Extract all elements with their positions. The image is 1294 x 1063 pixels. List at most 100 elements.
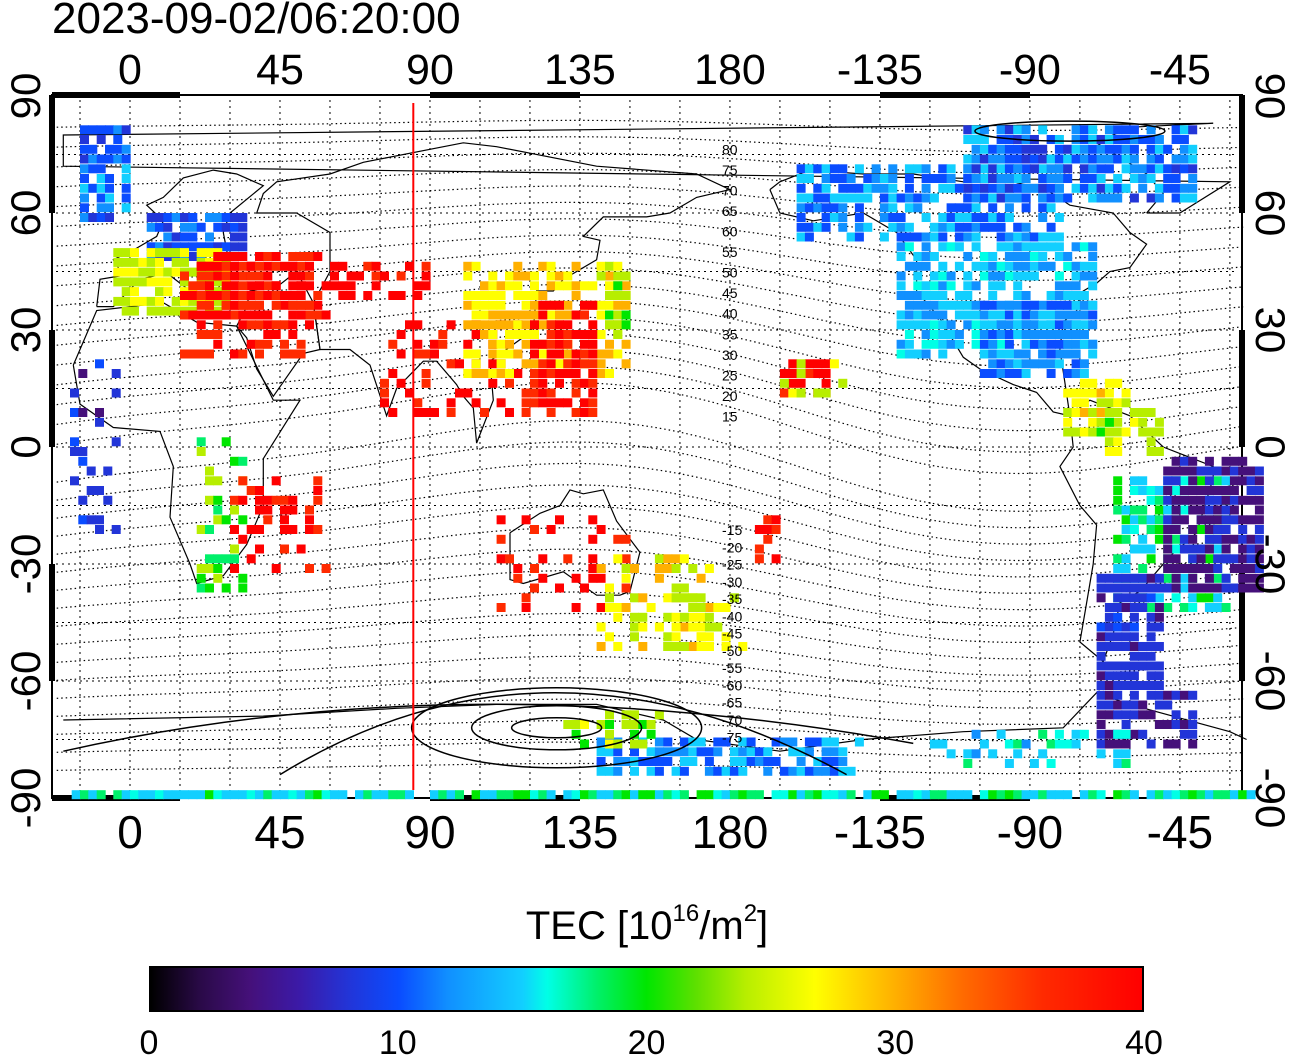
tec-cell bbox=[538, 378, 548, 388]
tec-cell bbox=[1196, 495, 1206, 505]
tec-cell bbox=[296, 790, 306, 800]
tec-cell bbox=[904, 222, 914, 232]
tec-cell bbox=[679, 766, 689, 776]
tec-cell bbox=[313, 300, 323, 310]
tec-cell bbox=[1213, 515, 1223, 525]
tec-cell bbox=[230, 505, 239, 515]
tec-cell bbox=[1004, 739, 1014, 749]
tec-cell bbox=[1029, 135, 1039, 144]
tec-cell bbox=[1038, 790, 1048, 800]
tec-cell bbox=[630, 729, 639, 739]
tec-cell bbox=[679, 554, 689, 564]
tec-cell bbox=[721, 603, 731, 612]
tec-cell bbox=[1096, 710, 1106, 720]
tec-cell bbox=[1163, 495, 1173, 505]
top-tick-label: 135 bbox=[544, 46, 616, 94]
tec-cell bbox=[471, 790, 481, 800]
tec-cell bbox=[1054, 252, 1064, 261]
tec-cell bbox=[80, 790, 89, 800]
tec-cell bbox=[180, 213, 189, 222]
tec-cell bbox=[71, 790, 81, 800]
tec-cell bbox=[488, 310, 498, 320]
tec-cell bbox=[688, 747, 698, 757]
tec-cell bbox=[1096, 427, 1106, 437]
tec-cell bbox=[1096, 622, 1106, 632]
tec-cell bbox=[95, 359, 104, 369]
tec-cell bbox=[1254, 466, 1264, 476]
tec-cell bbox=[1088, 271, 1098, 281]
tec-cell bbox=[1079, 300, 1089, 310]
tec-cell bbox=[1221, 573, 1231, 583]
tec-cell bbox=[613, 790, 623, 800]
tec-cell bbox=[80, 125, 89, 135]
tec-cell bbox=[979, 183, 989, 193]
tec-cell bbox=[271, 790, 281, 800]
right-tick-label: -30 bbox=[1247, 534, 1294, 595]
tec-cell bbox=[1021, 164, 1031, 174]
tec-cell bbox=[1146, 661, 1156, 671]
tec-cell bbox=[996, 164, 1006, 174]
tec-cell bbox=[671, 642, 681, 651]
tec-cell bbox=[1188, 144, 1198, 154]
tec-cell bbox=[1096, 573, 1106, 583]
tec-cell bbox=[246, 281, 256, 291]
tec-cell bbox=[896, 339, 906, 349]
tec-cell bbox=[1154, 690, 1164, 700]
tec-cell bbox=[238, 232, 248, 242]
tec-cell bbox=[963, 271, 973, 281]
tec-cell bbox=[521, 291, 531, 300]
tec-cell bbox=[105, 213, 114, 222]
bottom-tick-label: 90 bbox=[404, 806, 455, 858]
tec-cell bbox=[1054, 291, 1064, 300]
tec-cell bbox=[171, 267, 181, 277]
tec-cell bbox=[1254, 564, 1264, 573]
tec-cell bbox=[196, 320, 206, 330]
tec-cell bbox=[596, 642, 606, 651]
tec-cell bbox=[621, 564, 631, 573]
tec-cell bbox=[171, 232, 181, 242]
contour-label: 60 bbox=[722, 224, 738, 240]
tec-cell bbox=[1063, 417, 1073, 427]
tec-cell bbox=[96, 174, 106, 183]
tec-cell bbox=[1013, 164, 1023, 174]
tec-cell bbox=[1113, 681, 1123, 690]
tec-cell bbox=[238, 349, 248, 359]
tec-cell bbox=[121, 154, 131, 164]
tec-cell bbox=[954, 291, 964, 300]
tec-cell bbox=[796, 388, 806, 398]
tec-cell bbox=[904, 349, 914, 359]
tec-cell bbox=[1121, 564, 1131, 573]
tec-cell bbox=[1138, 427, 1148, 437]
tec-cell bbox=[105, 125, 114, 135]
tec-cell bbox=[1204, 603, 1214, 612]
tec-cell bbox=[763, 766, 773, 776]
tec-cell bbox=[913, 790, 923, 800]
tec-cell bbox=[1113, 593, 1123, 603]
tec-cell bbox=[1113, 661, 1123, 671]
tec-cell bbox=[904, 183, 914, 193]
tec-cell bbox=[571, 359, 581, 369]
tec-cell bbox=[1171, 456, 1181, 466]
tec-cell bbox=[838, 222, 848, 232]
tec-cell bbox=[105, 193, 114, 203]
tec-data-points bbox=[70, 125, 1264, 800]
tec-cell bbox=[1104, 183, 1114, 193]
tec-cell bbox=[563, 359, 573, 369]
tec-cell bbox=[1179, 125, 1189, 135]
tec-cell bbox=[738, 790, 748, 800]
tec-cell bbox=[103, 466, 113, 476]
tec-cell bbox=[988, 183, 998, 193]
tec-cell bbox=[488, 281, 498, 291]
tec-cell bbox=[1088, 154, 1098, 164]
tec-cell bbox=[1088, 339, 1098, 349]
tec-cell bbox=[580, 790, 589, 800]
tec-cell bbox=[1054, 242, 1064, 252]
tec-cell bbox=[213, 330, 223, 339]
tec-cell bbox=[421, 369, 431, 378]
tec-cell bbox=[96, 154, 106, 164]
tec-cell bbox=[1113, 642, 1123, 651]
tec-cell bbox=[355, 271, 364, 281]
tec-cell bbox=[1063, 339, 1073, 349]
tec-cell bbox=[196, 330, 206, 339]
left-tick-label: -90 bbox=[2, 768, 49, 829]
